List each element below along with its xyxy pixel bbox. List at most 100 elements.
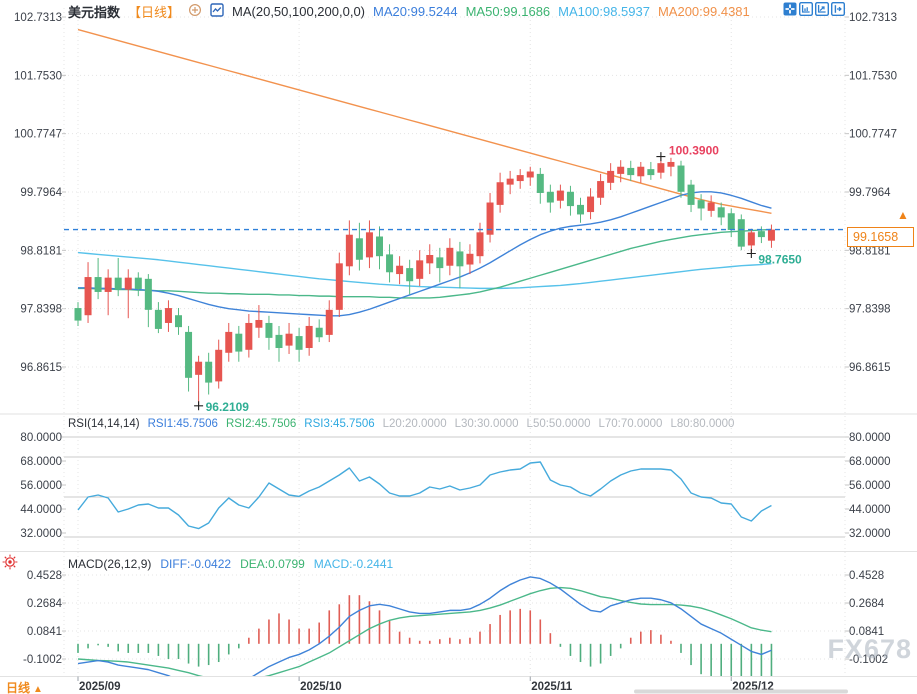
candle-body bbox=[335, 263, 343, 310]
crosshair-icon[interactable] bbox=[783, 2, 797, 16]
candle-body bbox=[305, 325, 313, 349]
beacon-icon[interactable] bbox=[2, 554, 18, 575]
macd-y-axis-label-left: 0.4528 bbox=[27, 570, 62, 582]
candle-body bbox=[546, 191, 554, 203]
timeframe-selector[interactable]: 日线 ▲ bbox=[6, 679, 43, 694]
candle-body bbox=[466, 253, 474, 265]
candle-body bbox=[74, 308, 82, 321]
main-y-axis-label-right: 96.8615 bbox=[849, 362, 891, 374]
rsi2-value: RSI2:45.7506 bbox=[225, 418, 297, 430]
high-marker-cross bbox=[656, 152, 666, 162]
candle-body bbox=[747, 232, 755, 246]
macd-value: MACD:-0.2441 bbox=[313, 557, 394, 571]
macd-y-axis-label-right: 0.2684 bbox=[849, 598, 885, 610]
candle-body bbox=[707, 202, 715, 211]
candle-body bbox=[727, 213, 735, 230]
candle-body bbox=[215, 349, 223, 382]
candle-body bbox=[386, 254, 394, 273]
candle-body bbox=[124, 277, 132, 290]
rsi-y-axis-label-left: 68.0000 bbox=[20, 456, 62, 468]
candle-body bbox=[637, 166, 645, 177]
candle-body bbox=[607, 170, 615, 183]
rsi3-value: RSI3:45.7506 bbox=[304, 418, 375, 430]
main-indicator-icon[interactable] bbox=[799, 2, 813, 16]
grid bbox=[0, 8, 917, 677]
candle-body bbox=[426, 254, 434, 264]
candle-body bbox=[717, 207, 725, 218]
candle-body bbox=[285, 333, 293, 346]
candle-body bbox=[164, 308, 172, 323]
rsi-settings-label: RSI(14,14,14) bbox=[68, 418, 140, 430]
main-chart-legend: 美元指数 【日线】 MA(20,50,100,200,0,0) MA20:99.… bbox=[68, 2, 750, 21]
macd-y-axis-label-right: 0.0841 bbox=[849, 626, 884, 638]
candle-body bbox=[315, 327, 323, 338]
candle-body bbox=[154, 309, 162, 329]
candle-body bbox=[235, 333, 243, 352]
main-y-axis-label-left: 102.7313 bbox=[14, 12, 62, 24]
period-badge[interactable]: 【日线】 bbox=[128, 5, 181, 20]
x-axis-label: 2025/10 bbox=[300, 681, 342, 693]
low-marker-label: 96.2109 bbox=[206, 400, 250, 414]
macd-y-axis-label-right: 0.4528 bbox=[849, 570, 884, 582]
main-y-axis-label-left: 101.7530 bbox=[14, 70, 62, 82]
candle-body bbox=[526, 171, 534, 178]
candle-body bbox=[295, 336, 303, 350]
rsi-y-axis-label-right: 80.0000 bbox=[849, 432, 891, 444]
rsi-y-axis-label-left: 56.0000 bbox=[20, 480, 62, 492]
candle-body bbox=[225, 331, 233, 353]
candle-body bbox=[486, 202, 494, 235]
dea-line bbox=[77, 586, 772, 676]
rsi-level-70: L70:70.0000 bbox=[598, 418, 663, 430]
candle-body bbox=[265, 322, 273, 338]
main-pane: 100.3900 96.2109 98.7650 bbox=[64, 28, 845, 414]
main-y-axis-label-right: 97.8398 bbox=[849, 304, 891, 316]
main-y-axis-label-left: 96.8615 bbox=[20, 362, 62, 374]
main-y-axis-label-right: 99.7964 bbox=[849, 187, 891, 199]
candle-body bbox=[104, 277, 112, 292]
candle-body bbox=[536, 173, 544, 193]
candle-body bbox=[687, 184, 695, 205]
swing-low-marker-label: 98.7650 bbox=[758, 252, 802, 266]
candle-body bbox=[627, 167, 635, 176]
macd-y-axis-label-left: -0.1002 bbox=[23, 654, 62, 666]
indicator-chart-icon[interactable] bbox=[210, 3, 224, 20]
candle-body bbox=[617, 166, 625, 174]
candle-body bbox=[275, 334, 283, 349]
candle-body bbox=[657, 163, 665, 173]
macd-y-axis-label-right: -0.1002 bbox=[849, 654, 888, 666]
macd-settings-label: MACD(26,12,9) bbox=[68, 557, 152, 571]
candle-body bbox=[255, 319, 263, 328]
rsi-y-axis-label-right: 56.0000 bbox=[849, 480, 891, 492]
rsi-line bbox=[77, 461, 772, 530]
swing-low-marker-cross bbox=[746, 248, 756, 258]
candle-body bbox=[647, 169, 655, 176]
horizontal-scrollbar[interactable] bbox=[634, 689, 848, 694]
candle-body bbox=[456, 251, 464, 267]
ma50-value: MA50:99.1686 bbox=[465, 4, 551, 19]
ma20-value: MA20:99.5244 bbox=[373, 4, 458, 19]
main-y-axis-label-right: 100.7747 bbox=[849, 129, 897, 141]
candle-body bbox=[396, 265, 404, 275]
ma200-value: MA200:99.4381 bbox=[657, 4, 750, 19]
candle-body bbox=[757, 231, 765, 238]
candle-body bbox=[597, 181, 605, 198]
ma50-line bbox=[78, 228, 772, 299]
pane-forward-icon[interactable] bbox=[831, 2, 845, 16]
macd-legend: MACD(26,12,9) DIFF:-0.0422 DEA:0.0799 MA… bbox=[68, 557, 393, 571]
rsi-level-20: L20:20.0000 bbox=[382, 418, 447, 430]
timeframe-arrow-icon: ▲ bbox=[33, 684, 43, 694]
candle-body bbox=[436, 257, 444, 269]
macd-y-axis-label-left: 0.2684 bbox=[27, 598, 63, 610]
rsi-level-50: L50:50.0000 bbox=[526, 418, 591, 430]
candle-body bbox=[205, 361, 213, 383]
main-y-axis-label-right: 102.7313 bbox=[849, 12, 897, 24]
ma-settings-label: MA(20,50,100,200,0,0) bbox=[232, 4, 366, 19]
candle-body bbox=[506, 178, 514, 185]
date-axis: 2025/09 2025/10 2025/11 2025/12 bbox=[77, 676, 848, 694]
diff-value: DIFF:-0.0422 bbox=[160, 557, 232, 571]
rsi-y-axis-label-right: 32.0000 bbox=[849, 528, 891, 540]
settings-icon[interactable] bbox=[188, 3, 202, 20]
sub-indicator-icon[interactable] bbox=[815, 2, 829, 16]
x-axis-label: 2025/11 bbox=[531, 681, 573, 693]
